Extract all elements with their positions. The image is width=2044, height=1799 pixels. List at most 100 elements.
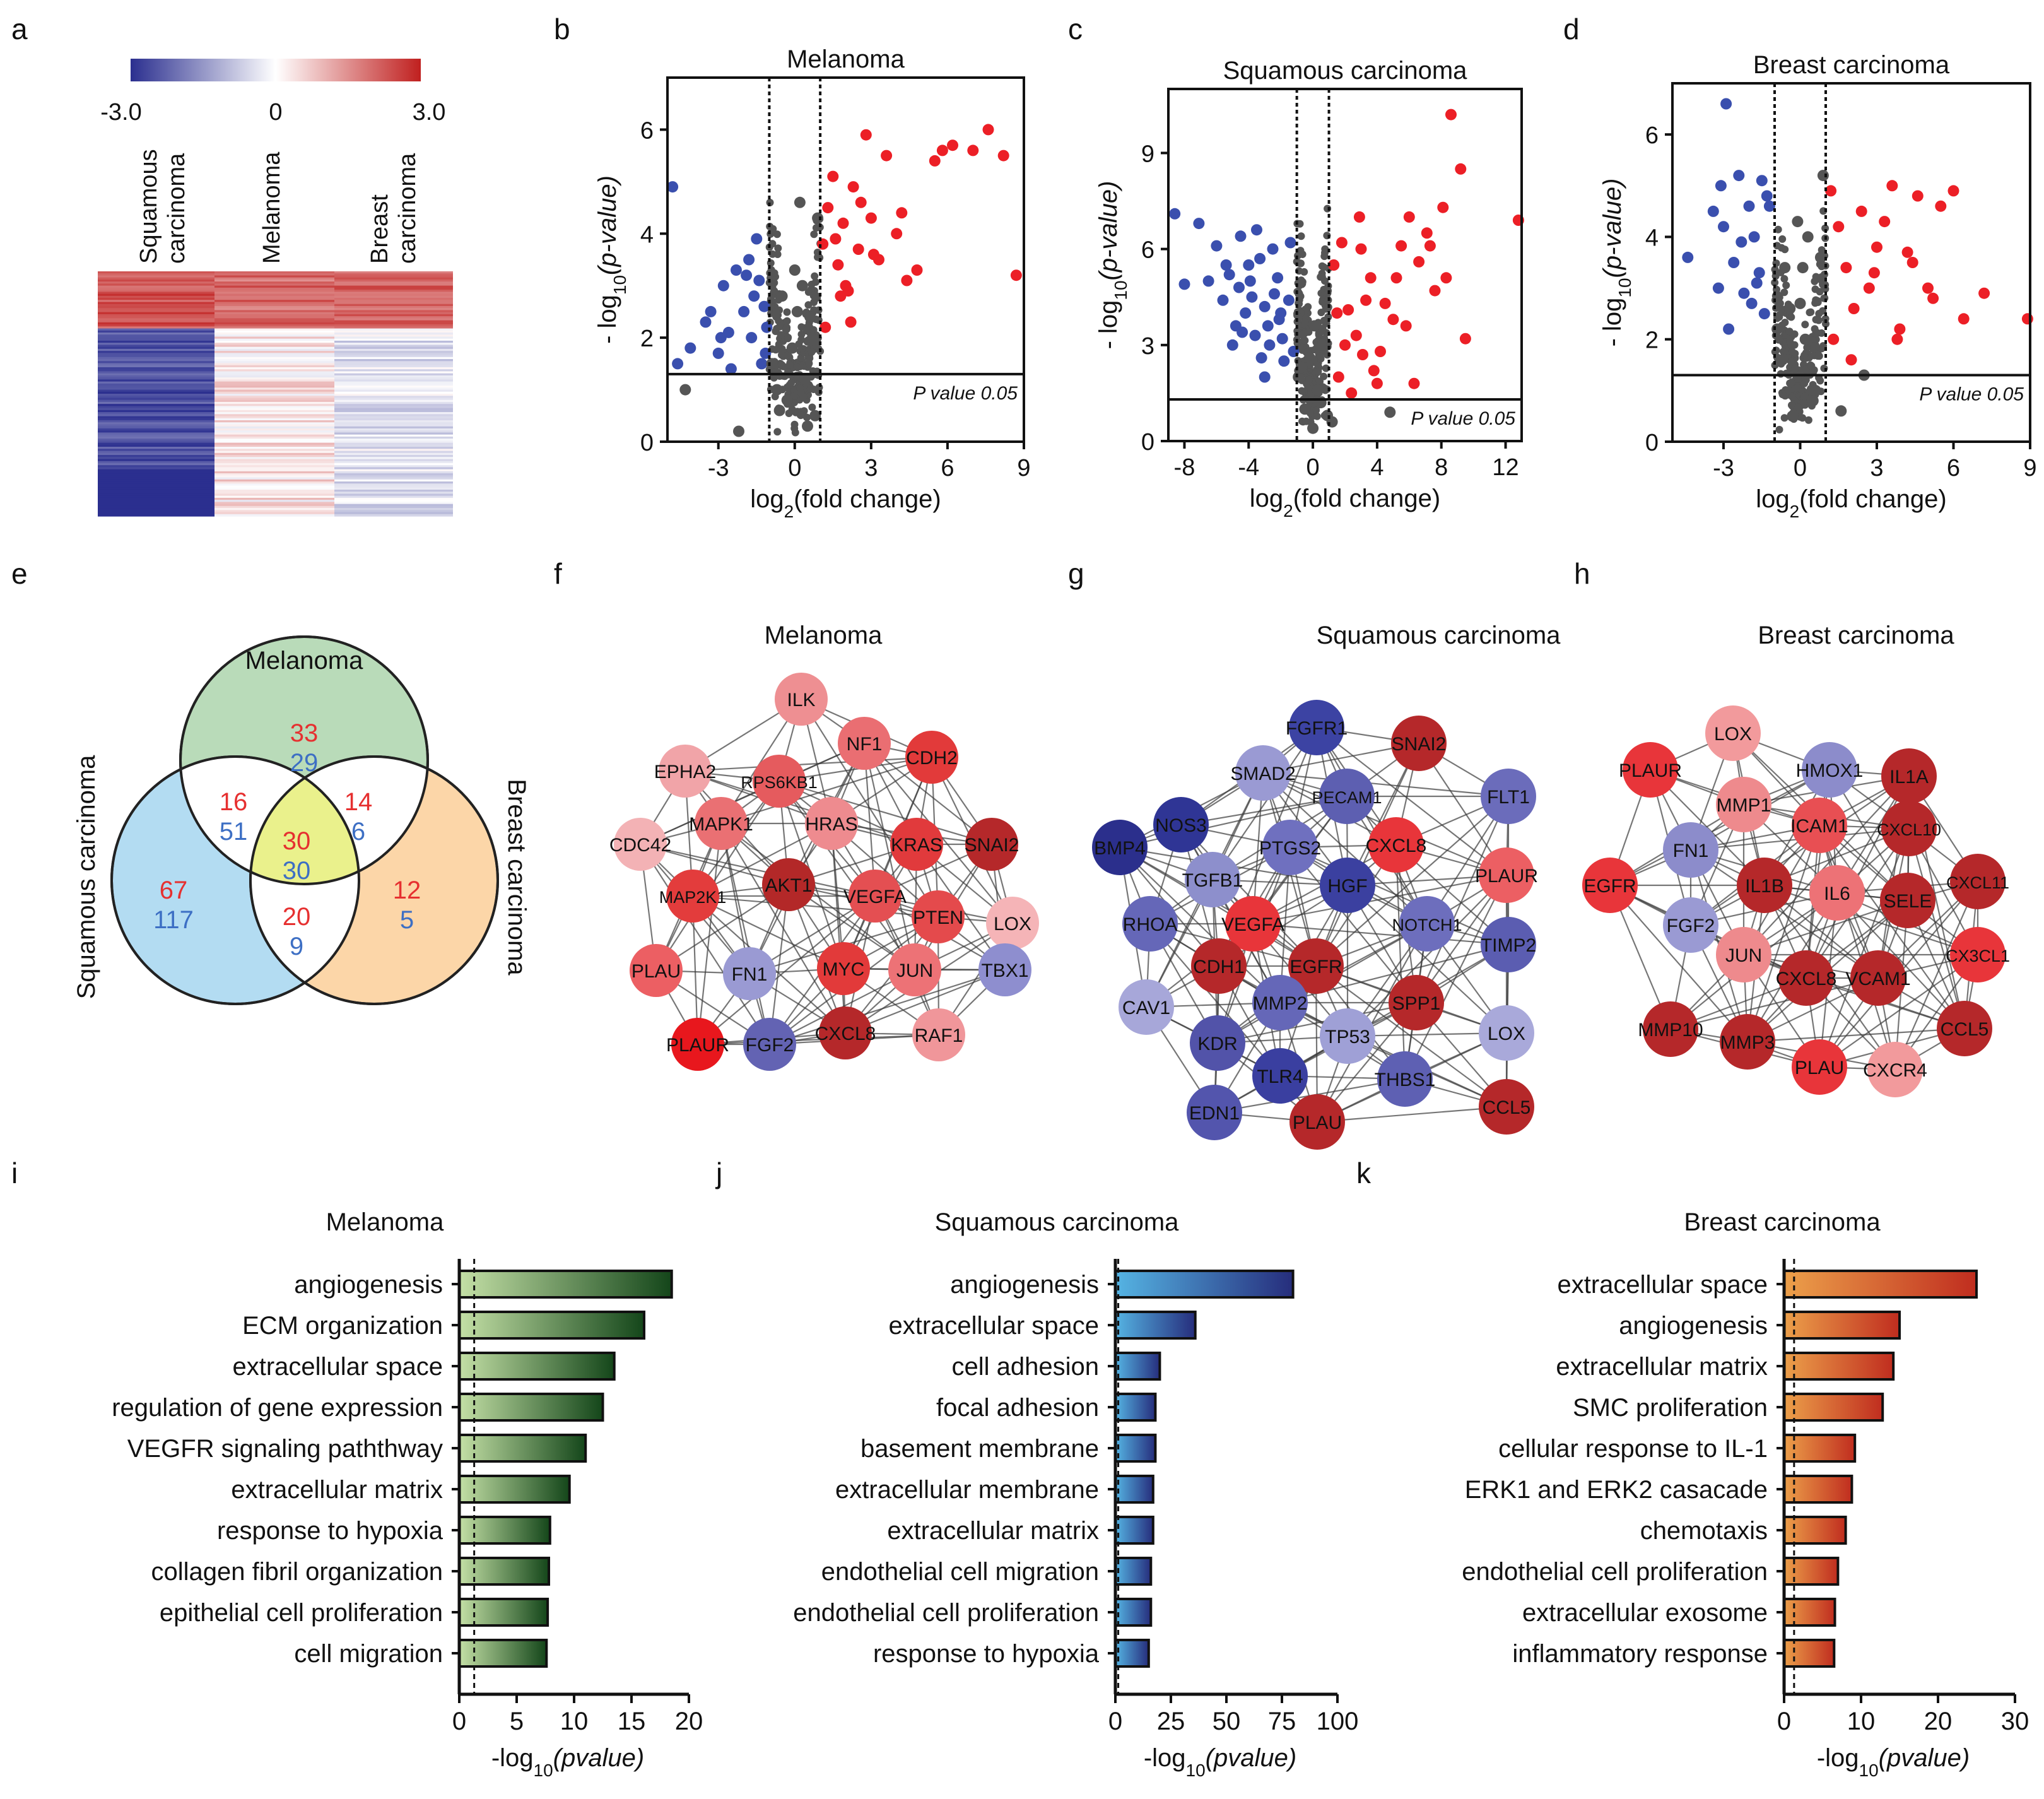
network-node-label: PLAU (1293, 1112, 1342, 1133)
data-point (1421, 227, 1433, 239)
network-node (1122, 896, 1178, 952)
data-point (1299, 403, 1311, 415)
bar (1783, 1557, 1840, 1586)
venn-br-only-down: 5 (400, 906, 414, 934)
data-point (1746, 297, 1758, 309)
network-node (986, 897, 1039, 950)
heatmap-scale-min: -3.0 (100, 99, 141, 126)
bar (1114, 1475, 1154, 1504)
bar (1114, 1557, 1153, 1586)
ns-point (1780, 274, 1788, 283)
ns-point (770, 269, 778, 277)
data-point (746, 332, 758, 344)
data-point (1733, 170, 1745, 182)
network-node-label: IL6 (1824, 883, 1850, 904)
ns-point (774, 244, 782, 252)
ns-point (816, 254, 824, 262)
data-point (997, 150, 1009, 162)
bar (1783, 1475, 1853, 1504)
y-tick-label: 6 (1645, 122, 1659, 149)
data-point (1718, 221, 1729, 233)
bar (1114, 1352, 1161, 1381)
data-point (1350, 329, 1362, 341)
network-edge (1262, 772, 1509, 798)
ns-point (1800, 379, 1809, 387)
ns-point (1774, 225, 1782, 233)
network-edge (830, 823, 847, 1034)
ns-point (1298, 387, 1306, 395)
ns-point (797, 336, 806, 344)
x-tick-label: 10 (1847, 1708, 1876, 1735)
category-label: response to hypoxia (217, 1517, 443, 1545)
network-node-label: PLAUR (1619, 760, 1682, 781)
ns-point (773, 230, 781, 239)
ns-point (1780, 288, 1788, 297)
network-node (1225, 896, 1281, 952)
network-node-label: CAV1 (1122, 998, 1170, 1018)
network-node (1479, 1005, 1534, 1061)
ns-point (1320, 252, 1329, 261)
network-node (1391, 716, 1447, 771)
network-node-label: IL1B (1745, 876, 1784, 897)
bar (458, 1639, 548, 1668)
y-tick-label: 6 (640, 117, 654, 144)
network-node-label: MMP10 (1638, 1020, 1703, 1041)
data-point (731, 264, 742, 276)
data-point (982, 124, 994, 136)
network-node (1119, 979, 1174, 1035)
network-edge (1149, 923, 1281, 1076)
x-tick-label: 20 (1924, 1708, 1953, 1735)
x-axis-label: log2(fold change) (750, 485, 941, 521)
ns-point (793, 363, 801, 372)
network-node (817, 942, 870, 995)
data-point (1459, 333, 1471, 345)
data-point (1445, 109, 1457, 121)
network-edge (1743, 776, 1910, 955)
heatmap-grid (98, 271, 453, 517)
data-point (1848, 303, 1860, 314)
network-edge (720, 823, 771, 1045)
ns-point (778, 351, 785, 359)
data-point (1891, 333, 1903, 345)
data-point (852, 244, 864, 255)
data-point (1243, 259, 1255, 271)
data-point (766, 358, 778, 370)
network-node (1377, 1051, 1433, 1107)
ns-point (1320, 317, 1328, 324)
data-point (1437, 201, 1449, 213)
data-point (1365, 272, 1377, 284)
ns-point (765, 279, 773, 287)
bar-chart-title: Breast carcinoma (1684, 1208, 1881, 1236)
network-node (659, 745, 712, 798)
data-point (748, 290, 760, 302)
data-point (1978, 287, 1990, 299)
ns-point (1296, 247, 1305, 255)
ns-point (1786, 338, 1794, 346)
network-node (1252, 1048, 1308, 1104)
category-label: SMC proliferation (1573, 1394, 1768, 1422)
data-point (758, 300, 770, 312)
x-tick-label: 25 (1157, 1708, 1185, 1735)
network-node-label: NOS3 (1155, 815, 1207, 836)
ns-point (1815, 310, 1823, 317)
data-point (1906, 257, 1918, 268)
panel-letter-a: a (11, 13, 28, 45)
venn-sq-only-down: 117 (153, 906, 194, 934)
x-tick-label: 3 (864, 455, 878, 481)
category-label: regulation of gene expression (112, 1394, 443, 1422)
venn-center-fill (250, 757, 359, 884)
data-point (1901, 246, 1913, 258)
network-node (1950, 854, 2006, 909)
network-node (1185, 852, 1240, 907)
network-node-label: CX3CL1 (1946, 947, 2010, 965)
data-point (1779, 262, 1791, 274)
data-point (1278, 355, 1290, 367)
network-title: Melanoma (765, 622, 883, 649)
data-point (1835, 405, 1847, 417)
bar (1783, 1270, 1978, 1299)
panel-letter-i: i (11, 1157, 18, 1189)
bar (1783, 1311, 1901, 1340)
ns-point (1778, 235, 1787, 243)
data-point (1935, 200, 1947, 212)
data-point (1312, 384, 1324, 396)
